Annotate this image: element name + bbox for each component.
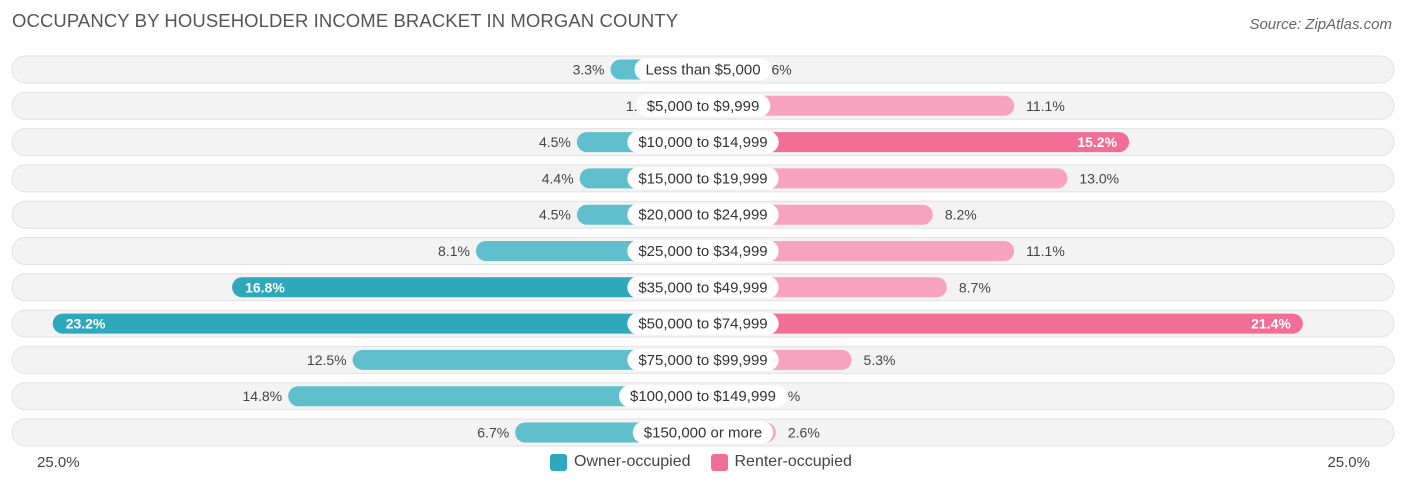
category-label: $100,000 to $149,999: [630, 388, 776, 405]
source-label: Source: ZipAtlas.com: [1249, 16, 1392, 33]
owner-value-label: 16.8%: [245, 279, 285, 295]
owner-bar: [52, 313, 704, 334]
legend-swatch-renter: [710, 453, 728, 471]
legend-label-renter: Renter-occupied: [734, 453, 852, 470]
axis-max-label: 25.0%: [1327, 454, 1370, 471]
category-label: $10,000 to $14,999: [638, 134, 767, 151]
legend-label-owner: Owner-occupied: [574, 453, 691, 470]
category-label: $20,000 to $24,999: [638, 207, 767, 224]
renter-bar: [703, 95, 1015, 116]
owner-value-label: 6.7%: [477, 425, 509, 441]
category-label: $75,000 to $99,999: [638, 352, 767, 369]
category-label-pill: [627, 131, 779, 154]
owner-value-label: 4.4%: [542, 170, 574, 186]
renter-value-label: 21.4%: [1251, 316, 1291, 332]
owner-value-label: 14.8%: [242, 388, 282, 404]
category-label-pill: [632, 421, 774, 444]
category-label: $150,000 or more: [644, 425, 762, 442]
renter-value-label: 2.6%: [788, 425, 820, 441]
category-label-pill: [627, 276, 779, 299]
axis-min-label: 25.0%: [37, 454, 80, 471]
renter-bar: [703, 241, 1015, 261]
renter-value-label: 8.7%: [959, 279, 991, 295]
category-label: $25,000 to $34,999: [638, 243, 767, 260]
category-label: $5,000 to $9,999: [647, 98, 760, 115]
category-label-pill: [627, 203, 779, 226]
owner-bar: [288, 386, 703, 407]
category-label-pill: [635, 94, 771, 117]
renter-bar: [703, 313, 1303, 334]
renter-value-label: 8.2%: [945, 207, 977, 223]
renter-bar: [703, 132, 1130, 153]
renter-value-label: 11.1%: [1026, 98, 1065, 114]
category-label: $35,000 to $49,999: [638, 279, 767, 296]
renter-bar: [703, 168, 1068, 189]
owner-value-label: 23.2%: [66, 316, 106, 332]
legend: Owner-occupied Renter-occupied: [550, 453, 872, 471]
category-label-pill: [634, 58, 772, 81]
category-label-pill: [627, 167, 779, 190]
legend-item-renter: Renter-occupied: [710, 453, 852, 471]
owner-value-label: 3.3%: [573, 62, 605, 78]
category-label: $15,000 to $19,999: [638, 170, 767, 187]
legend-swatch-owner: [550, 453, 567, 471]
category-label-pill: [627, 312, 779, 335]
category-label: $50,000 to $74,999: [638, 316, 767, 333]
category-label: Less than $5,000: [645, 62, 760, 79]
category-label-pill: [627, 240, 779, 262]
renter-value-label: 11.1%: [1026, 243, 1065, 259]
category-label-pill: [619, 385, 787, 408]
category-label-pill: [627, 348, 779, 371]
owner-value-label: 12.5%: [307, 352, 347, 368]
owner-value-label: 4.5%: [539, 134, 571, 150]
renter-value-label: 13.0%: [1079, 170, 1119, 186]
owner-value-label: 8.1%: [438, 243, 470, 259]
renter-value-label: 5.3%: [864, 352, 896, 368]
chart-title: OCCUPANCY BY HOUSEHOLDER INCOME BRACKET …: [12, 10, 679, 31]
owner-bar: [352, 349, 703, 370]
owner-bar: [232, 277, 703, 298]
renter-value-label: 15.2%: [1077, 134, 1117, 150]
owner-value-label: 4.5%: [539, 207, 571, 223]
legend-item-owner: Owner-occupied: [550, 453, 691, 471]
